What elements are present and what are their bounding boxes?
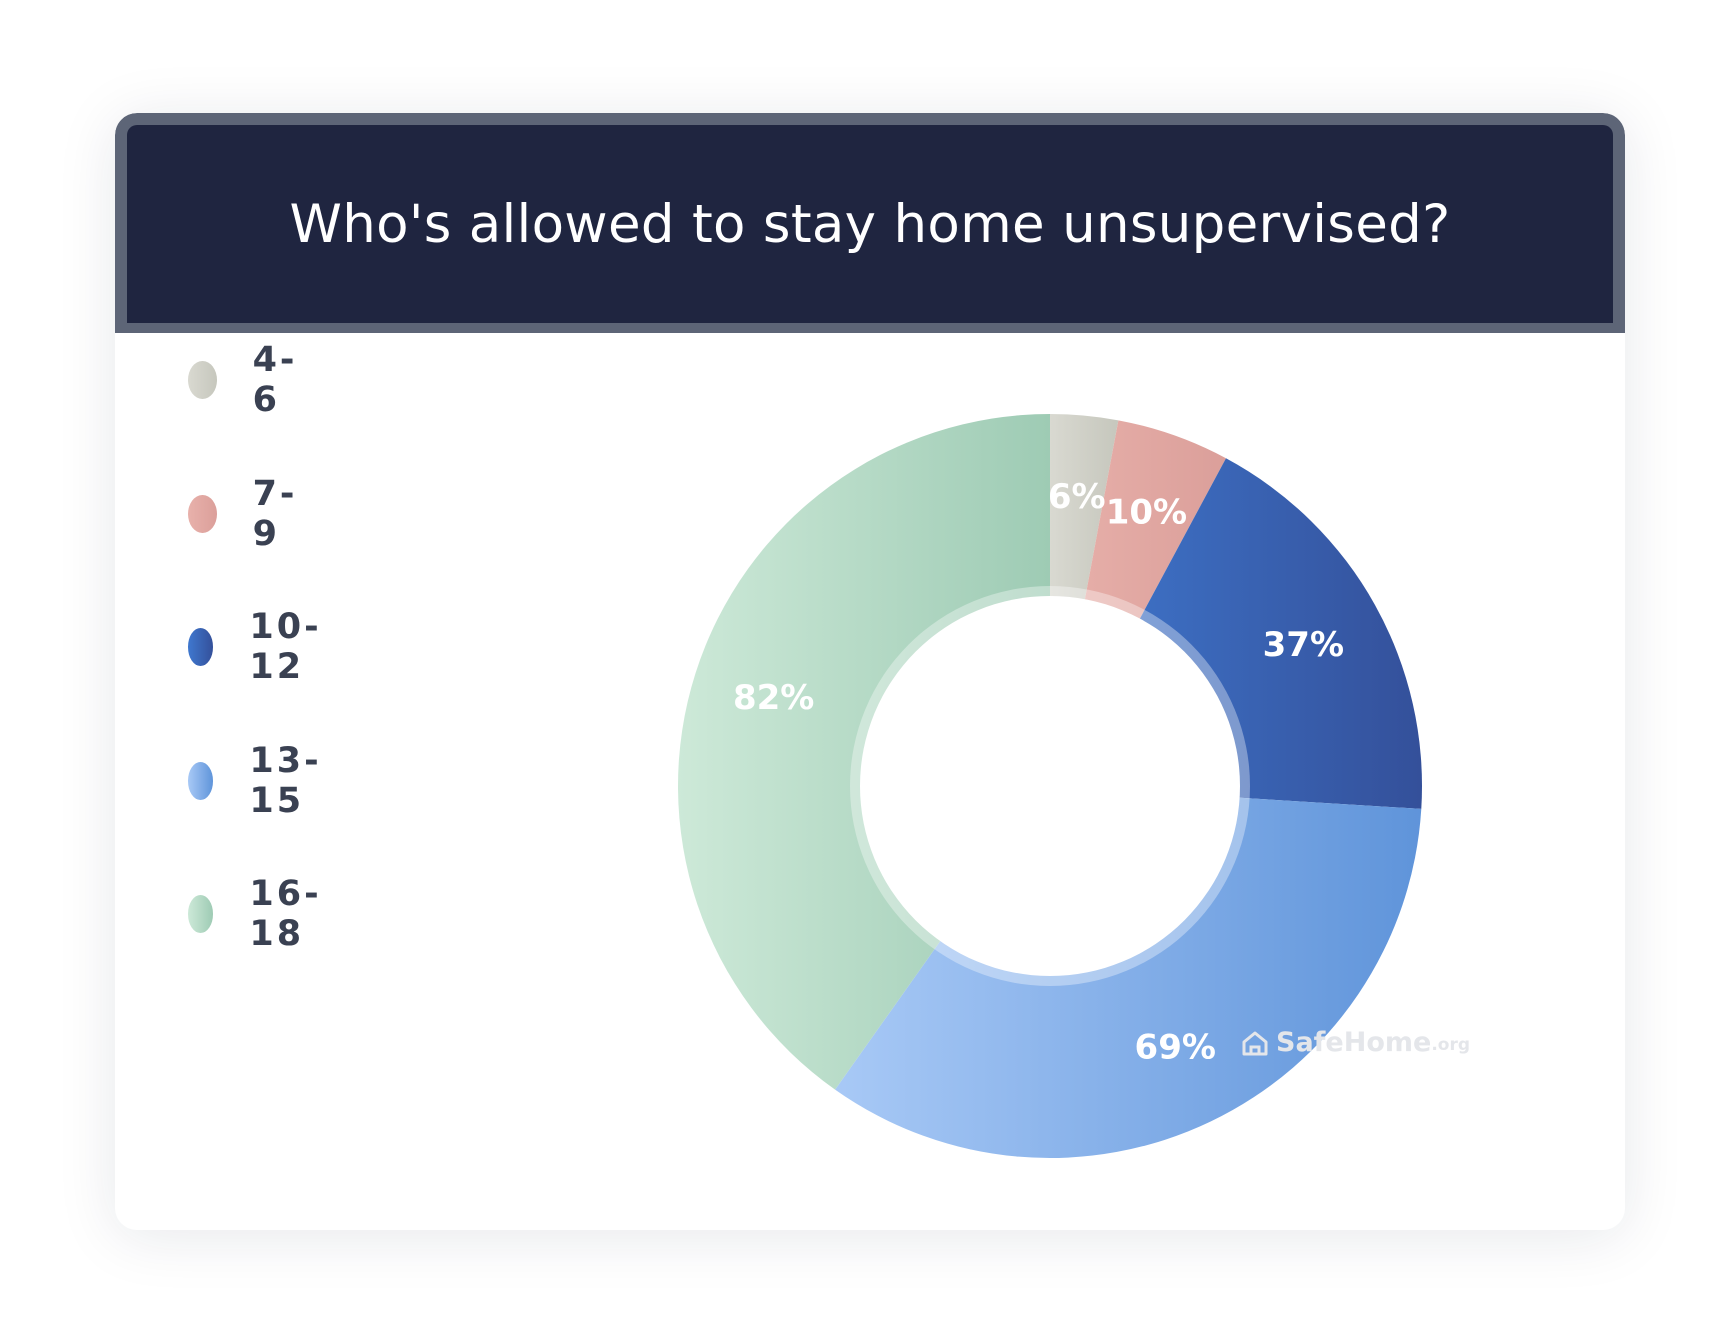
legend-label: 16-18: [249, 874, 322, 954]
legend-swatch: [188, 361, 217, 399]
watermark-suffix: .org: [1431, 1035, 1471, 1055]
legend-swatch: [188, 761, 214, 800]
slice-13-15: [835, 786, 1422, 1158]
legend-item-13-15: 13-15: [188, 741, 334, 821]
donut-hole: [860, 596, 1240, 976]
legend-item-10-12: 10-12: [188, 607, 334, 687]
legend-label: 4-6: [252, 340, 298, 420]
slice-label-13-15: 69%: [1135, 1028, 1216, 1068]
legend-item-7-9: 7-9: [188, 474, 307, 554]
chart-header: Who's allowed to stay home unsupervised?: [115, 113, 1625, 333]
legend-label: 10-12: [249, 607, 322, 687]
legend-item-16-18: 16-18: [188, 874, 334, 954]
legend-swatch: [188, 895, 214, 933]
watermark-name: SafeHome: [1276, 1027, 1432, 1058]
slice-label-16-18: 82%: [733, 678, 814, 718]
legend-swatch: [188, 494, 217, 533]
slice-label-4-6: 6%: [1048, 477, 1106, 517]
legend-item-4-6: 4-6: [188, 340, 307, 420]
watermark: SafeHome .org: [1240, 1027, 1470, 1058]
slice-label-7-9: 10%: [1106, 492, 1187, 532]
chart-title: Who's allowed to stay home unsupervised?: [289, 193, 1451, 255]
legend-swatch: [188, 628, 214, 666]
legend-label: 13-15: [249, 740, 322, 821]
house-icon: [1242, 1031, 1268, 1056]
slice-label-10-12: 37%: [1263, 625, 1344, 665]
legend-label: 7-9: [252, 473, 298, 554]
